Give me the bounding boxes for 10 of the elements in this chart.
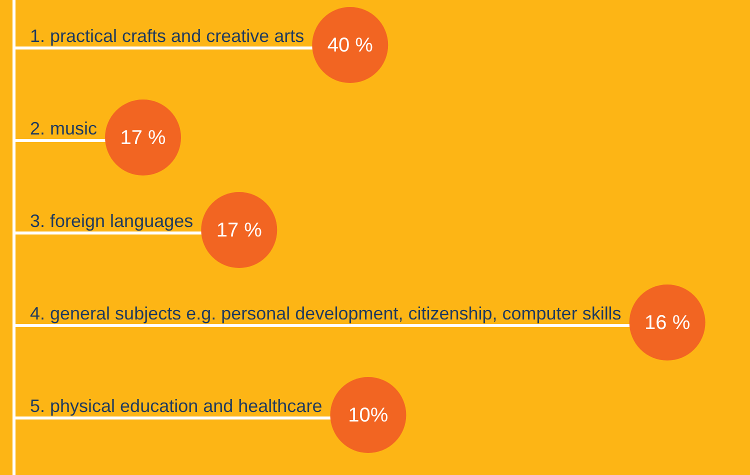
data-label: 16 % — [644, 312, 690, 334]
category-label: 1. practical crafts and creative arts — [30, 26, 304, 46]
category-label: 3. foreign languages — [30, 211, 194, 231]
category-label: 4. general subjects e.g. personal development, citizenship, computer skills — [30, 304, 622, 324]
data-label: 17 % — [120, 127, 166, 150]
data-label: 40 % — [327, 34, 374, 57]
data-label: 17 % — [216, 220, 262, 242]
category-label: 2. music — [30, 118, 98, 138]
category-label: 5. physical education and healthcare — [30, 396, 322, 416]
data-label: 10% — [348, 404, 388, 427]
